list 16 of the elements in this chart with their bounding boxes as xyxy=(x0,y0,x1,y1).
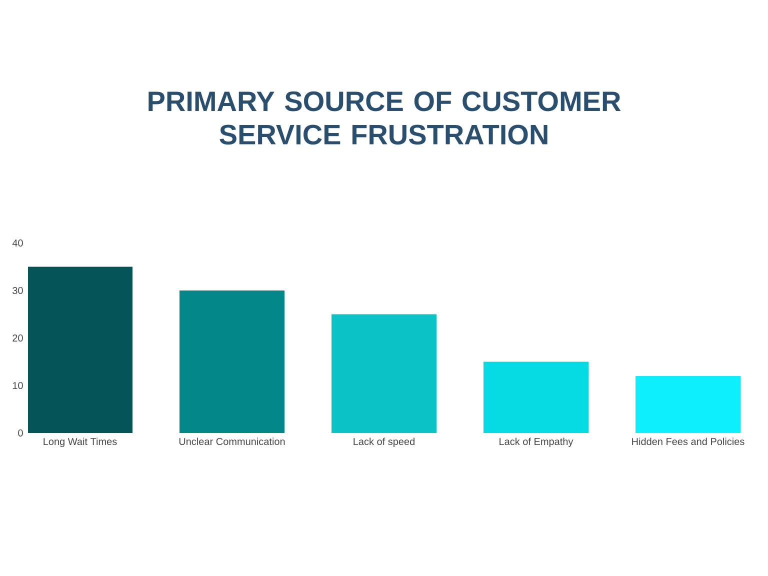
bar xyxy=(332,314,437,433)
x-tick-label: Lack of speed xyxy=(354,438,414,448)
x-tick-label: Hidden Fees and Policies xyxy=(632,438,744,446)
y-tick-label: 10 xyxy=(12,382,23,390)
bar xyxy=(180,290,284,433)
bar xyxy=(636,376,740,433)
bar xyxy=(28,266,132,433)
x-tick-label: Lack of Empathy xyxy=(500,438,574,448)
y-tick-label: 0 xyxy=(18,429,23,437)
x-tick-label: Long Wait Times xyxy=(44,438,117,448)
y-tick-label: 20 xyxy=(12,334,23,342)
x-tick-label: Unclear Communication xyxy=(179,438,285,446)
bar xyxy=(484,362,589,433)
chart-title: PRIMARY SOURCE OF CUSTOMER SERVICE FRUSTRATION xyxy=(148,91,621,145)
y-tick-label: 40 xyxy=(12,239,23,247)
y-tick-label: 30 xyxy=(12,286,23,294)
